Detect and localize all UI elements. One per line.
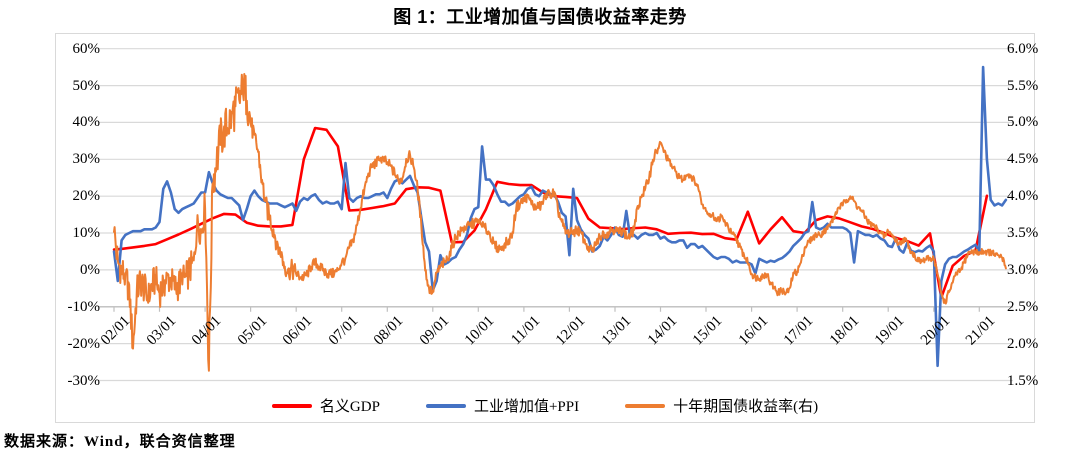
- series-line-bond-yield: [113, 73, 1007, 372]
- y-axis-label-right: 3.0%: [1007, 261, 1039, 278]
- y-axis-label-right: 5.5%: [1007, 77, 1039, 94]
- y-axis-label-left: -10%: [67, 298, 101, 315]
- y-axis-label-left: 0%: [80, 261, 100, 278]
- y-axis-label-left: 50%: [72, 77, 101, 94]
- legend-item-gdp: 名义GDP: [271, 395, 380, 416]
- y-axis-label-right: 6.0%: [1007, 40, 1039, 57]
- plot-canvas: [99, 48, 1013, 382]
- legend: 名义GDP 工业增加值+PPI 十年期国债收益率(右): [56, 395, 1034, 416]
- y-axis-label-left: -30%: [67, 372, 101, 389]
- legend-label-bond-yield: 十年期国债收益率(右): [673, 399, 819, 415]
- legend-item-bond-yield: 十年期国债收益率(右): [625, 395, 818, 416]
- legend-item-iva-ppi: 工业增加值+PPI: [425, 395, 580, 416]
- series-line-iva-ppi: [112, 65, 1008, 368]
- y-axis-label-left: 30%: [72, 151, 101, 168]
- y-axis-label-left: 20%: [72, 188, 101, 205]
- chart-title: 图 1：工业增加值与国债收益率走势: [393, 7, 687, 27]
- y-axis-label-left: 60%: [72, 40, 101, 57]
- legend-label-gdp: 名义GDP: [319, 399, 380, 415]
- y-axis-label-right: 2.5%: [1007, 298, 1039, 315]
- legend-swatch-gdp: [271, 403, 312, 408]
- y-axis-label-right: 2.0%: [1007, 335, 1039, 352]
- y-axis-label-left: -20%: [67, 335, 101, 352]
- y-axis-label-right: 5.0%: [1007, 114, 1039, 131]
- y-axis-label-left: 40%: [72, 114, 101, 131]
- legend-label-iva-ppi: 工业增加值+PPI: [473, 399, 580, 415]
- chart-area: 60% 50% 40% 30% 20% 10% 0% -10% -20% -30% 6.0% 5.5…: [55, 33, 1038, 423]
- y-axis-label-right: 4.0%: [1007, 188, 1039, 205]
- y-axis-label-right: 4.5%: [1007, 151, 1039, 168]
- legend-swatch-iva-ppi: [425, 403, 466, 408]
- y-axis-label-right: 1.5%: [1007, 372, 1039, 389]
- source-note: 数据来源：Wind，联合资信整理: [4, 434, 236, 450]
- legend-swatch-bond-yield: [625, 403, 666, 408]
- y-axis-label-left: 10%: [72, 225, 101, 242]
- y-axis-label-right: 3.5%: [1007, 225, 1039, 242]
